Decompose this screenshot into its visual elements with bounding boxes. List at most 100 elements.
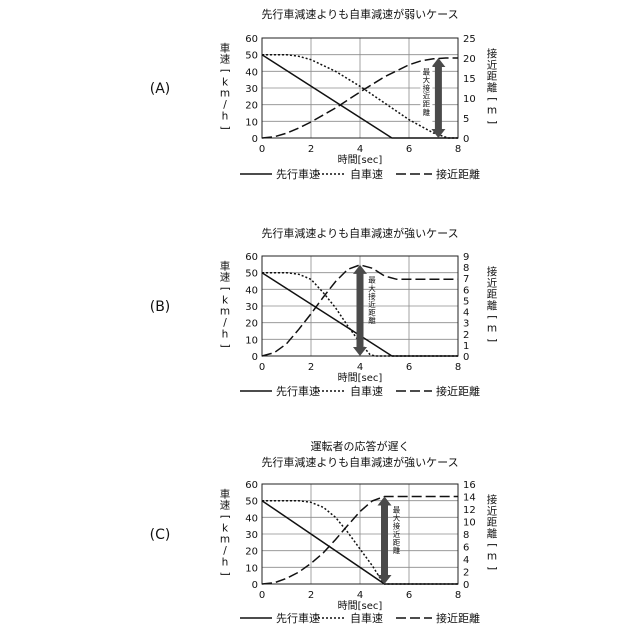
y2-tick-label: 5 [463,296,469,307]
legend: 先行車速 自車速 接近距離 [240,384,480,398]
y-tick-label: 0 [252,352,258,363]
y2-tick-label: 0 [463,134,469,145]
x-tick-label: 2 [308,362,314,373]
y2-axis-label-char: 離 [487,81,498,94]
y2-axis-label-char: ] [486,120,498,124]
y-tick-label: 10 [245,117,258,128]
chart-panel-3: (C)運転者の応答が遅く先行車減速よりも自車減速が強いケース0102030405… [150,439,498,625]
y2-axis-label: 接近距離[m] [486,493,498,570]
x-tick-label: 2 [308,144,314,155]
y-axis-label-char: 速 [220,54,231,66]
panel-label: (B) [150,299,171,315]
y2-axis-label-char: 接 [487,493,498,506]
y-axis-label-char: m [220,88,230,100]
y-tick-label: 30 [245,84,258,95]
y-axis-label-char: / [223,545,227,557]
y-axis-label-char: m [220,306,230,318]
y-axis-label-char: [ [219,515,231,519]
y-axis-label-char: h [222,110,229,122]
y2-tick-label: 0 [463,352,469,363]
y-tick-label: 0 [252,134,258,145]
y-axis-label-char: m [220,534,230,546]
x-tick-label: 0 [259,144,265,155]
y-axis-label-char: [ [219,287,231,291]
y2-axis-label-char: [ [486,543,498,547]
y-tick-label: 50 [245,269,258,280]
y2-tick-label: 6 [463,285,469,296]
y-axis-label-char: k [222,76,229,88]
y2-axis-label: 接近距離[m] [486,265,498,342]
y-tick-label: 30 [245,530,258,541]
y-axis-label-char: [ [219,69,231,73]
y2-axis-label: 接近距離[m] [486,47,498,124]
y-axis-label-char: / [223,99,227,111]
y-tick-label: 40 [245,285,258,296]
x-axis-label: 時間[sec] [338,372,383,384]
y2-tick-label: 3 [463,319,469,330]
y2-axis-label-char: 近 [487,58,498,71]
y2-tick-label: 2 [463,330,469,341]
x-tick-label: 0 [259,590,265,601]
x-tick-label: 8 [455,590,461,601]
panel-label: (C) [150,527,171,543]
arrow-shaft [435,66,442,130]
chart-title: 先行車減速よりも自車減速が強いケース [261,226,458,240]
legend-label: 先行車速 [276,384,320,398]
y2-tick-label: 2 [463,568,469,579]
x-tick-label: 6 [406,590,412,601]
y-axis-label-char: ] [219,126,231,130]
legend-label: 先行車速 [276,611,320,625]
max-distance-label: 最大接近距離 [423,67,431,117]
legend-label: 接近距離 [436,167,480,181]
y2-axis-label-char: m [487,551,497,563]
y2-tick-label: 4 [463,308,469,319]
arrow-shaft [357,273,364,348]
x-tick-label: 2 [308,590,314,601]
y2-tick-label: 10 [463,94,476,105]
y2-axis-label-char: 離 [487,527,498,540]
y2-tick-label: 5 [463,114,469,125]
y-tick-label: 50 [245,497,258,508]
y-axis-label-char: 速 [220,500,231,512]
y2-axis-label-char: 距 [487,289,498,301]
y2-tick-label: 4 [463,555,469,566]
legend-label: 先行車速 [276,167,320,181]
x-tick-label: 4 [357,362,363,373]
max-distance-arrow: 最大接近距離 [420,58,445,138]
legend-label: 自車速 [350,384,383,398]
y2-tick-label: 6 [463,543,469,554]
y2-tick-label: 10 [463,518,476,529]
y-axis-label-char: ] [219,572,231,576]
y2-tick-label: 25 [463,34,476,45]
chart-title: 先行車減速よりも自車減速が弱いケース [261,7,458,21]
y-tick-label: 60 [245,34,258,45]
x-tick-label: 0 [259,362,265,373]
legend-label: 接近距離 [436,384,480,398]
y-axis-label-char: k [222,522,229,534]
y2-axis-label-char: 近 [487,276,498,289]
max-distance-label: 最大接近距離 [368,276,376,326]
y-axis-label: 車速[km/h] [219,487,231,575]
chart-panel-1: (A)先行車減速よりも自車減速が弱いケース0102030405060051015… [150,7,498,181]
y2-tick-label: 14 [463,493,476,504]
x-tick-label: 8 [455,144,461,155]
arrow-shaft [381,505,388,577]
y2-axis-label-char: [ [486,97,498,101]
x-tick-label: 6 [406,362,412,373]
x-tick-label: 4 [357,144,363,155]
y2-tick-label: 0 [463,580,469,591]
y2-tick-label: 16 [463,480,476,491]
y-axis-label-char: h [222,556,229,568]
max-distance-label-char: 離 [393,545,401,555]
y2-tick-label: 8 [463,530,469,541]
y2-axis-label-char: [ [486,315,498,319]
legend-label: 接近距離 [436,611,480,625]
x-axis-label: 時間[sec] [338,600,383,612]
legend: 先行車速自車速接近距離 [240,167,480,181]
y2-axis-label-char: 距 [487,71,498,83]
y2-tick-label: 8 [463,263,469,274]
y-tick-label: 20 [245,101,258,112]
max-distance-arrow: 最大接近距離 [353,265,376,356]
y-tick-label: 10 [245,335,258,346]
